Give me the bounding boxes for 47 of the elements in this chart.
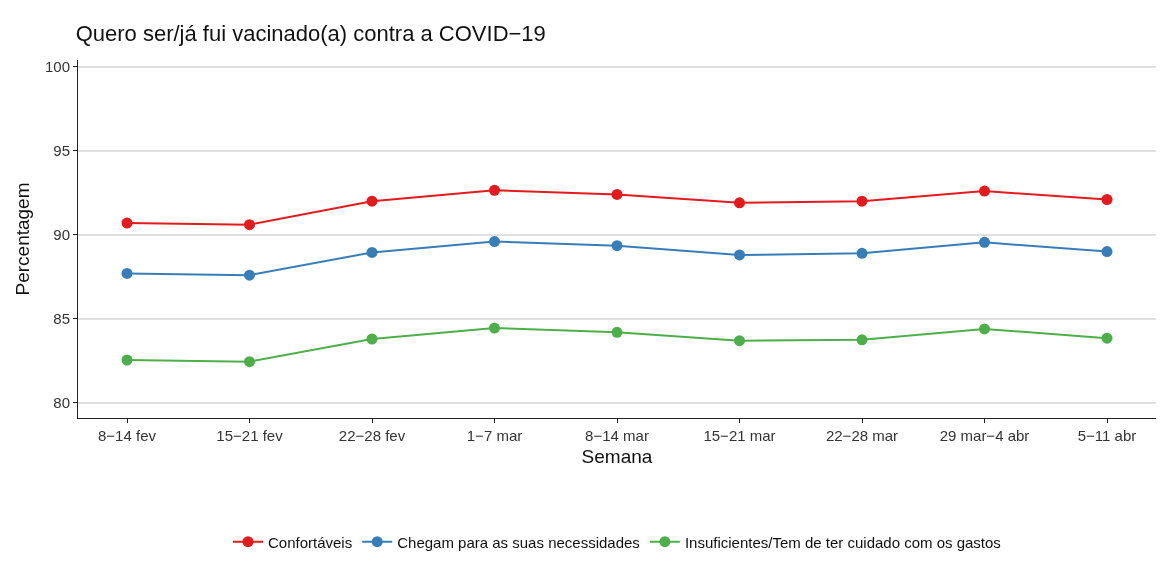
legend-label: Insuficientes/Tem de ter cuidado com os gastos bbox=[684, 533, 1001, 551]
point bbox=[856, 195, 868, 207]
point bbox=[979, 236, 990, 248]
x-tick-label: 22−28 fev bbox=[338, 427, 406, 444]
point bbox=[734, 249, 745, 261]
x-tick-label: 8−14 fev bbox=[98, 427, 157, 444]
point bbox=[244, 356, 255, 368]
chart-title: Quero ser/já fui vacinado(a) contra a COVID−19 bbox=[75, 20, 546, 46]
x-tick-label: 15−21 fev bbox=[216, 427, 284, 444]
x-tick-label: 5−11 abr bbox=[1077, 427, 1137, 444]
point bbox=[979, 185, 990, 197]
point bbox=[489, 322, 500, 334]
point bbox=[121, 217, 133, 229]
x-tick-label: 29 mar−4 abr bbox=[939, 427, 1030, 444]
point bbox=[366, 246, 378, 258]
point bbox=[611, 240, 623, 252]
point bbox=[611, 326, 623, 338]
y-tick-label: 100 bbox=[44, 57, 70, 75]
point bbox=[489, 184, 500, 196]
x-axis-title: Semana bbox=[581, 445, 653, 467]
point bbox=[856, 334, 868, 346]
point bbox=[244, 269, 255, 281]
point bbox=[244, 219, 255, 231]
y-tick-label: 95 bbox=[53, 142, 70, 160]
y-tick-label: 85 bbox=[53, 310, 70, 328]
y-axis-title: Percentagem bbox=[11, 182, 33, 296]
point bbox=[856, 247, 868, 259]
point bbox=[979, 323, 990, 335]
point bbox=[121, 354, 133, 366]
x-tick-label: 8−14 mar bbox=[585, 427, 649, 444]
point bbox=[1101, 246, 1113, 258]
point bbox=[734, 197, 745, 209]
point bbox=[611, 188, 623, 200]
x-tick-label: 15−21 mar bbox=[703, 427, 776, 444]
point bbox=[489, 236, 500, 248]
legend-label: Chegam para as suas necessidades bbox=[397, 533, 640, 551]
point bbox=[366, 195, 378, 207]
legend-label: Confortáveis bbox=[268, 533, 353, 551]
point bbox=[1101, 194, 1113, 205]
y-tick-label: 80 bbox=[53, 394, 70, 412]
y-tick-label: 90 bbox=[53, 226, 70, 244]
point bbox=[121, 267, 133, 279]
x-tick-label: 1−7 mar bbox=[466, 427, 523, 444]
point bbox=[1101, 332, 1113, 344]
x-tick-label: 22−28 mar bbox=[825, 427, 899, 444]
point bbox=[734, 335, 745, 347]
point bbox=[366, 333, 378, 345]
